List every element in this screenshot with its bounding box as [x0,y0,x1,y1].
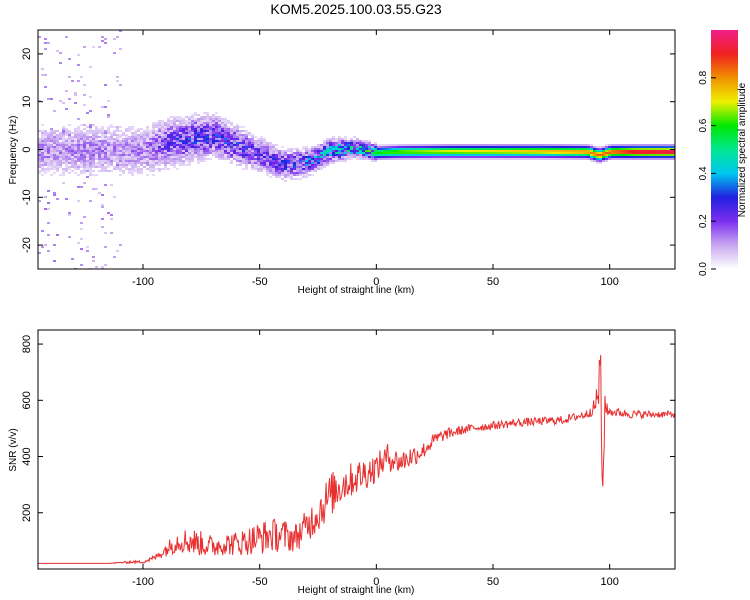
snr-y-axis: 200 400 600 800 [21,335,675,522]
colorbar-axis: 0.0 0.2 0.4 0.6 0.8 [698,70,716,276]
snr-x-axis-title: Height of straight line (km) [298,585,415,596]
colorbar-tick-label: 0.0 [698,262,709,276]
spectrogram-x-tick-label: -100 [132,276,154,288]
spectrogram-y-axis-title: Frequency (Hz) [8,116,19,185]
snr-x-axis: -100 -50 0 50 100 [132,330,619,588]
snr-x-tick-label: -50 [252,576,268,588]
spectrogram-heatmap [38,30,675,269]
snr-x-tick-label: 50 [487,576,499,588]
snr-y-tick-label: 400 [21,447,33,465]
spectrogram-x-tick-label: -50 [252,276,268,288]
colorbar-tick-label: 0.4 [698,166,709,180]
snr-frame [37,329,676,570]
snr-x-tick-label: 0 [373,576,379,588]
snr-y-axis-title: SNR (v/v) [8,428,19,471]
spectrogram-y-tick-label: -20 [21,237,33,253]
spectrogram-x-tick-label: 50 [487,276,499,288]
spectrogram-y-axis: -20 -10 0 10 20 [21,48,675,253]
spectrogram-x-axis: -100 -50 0 50 100 [132,30,619,288]
snr-y-tick-label: 800 [21,335,33,353]
snr-y-tick-label: 200 [21,504,33,522]
spectrogram-y-tick-label: 20 [21,48,33,60]
spectrogram-x-tick-label: 100 [600,276,618,288]
spectrogram-y-tick-label: 10 [21,96,33,108]
snr-plot-area [38,330,675,569]
snr-y-tick-label: 600 [21,391,33,409]
snr-x-tick-label: 100 [600,576,618,588]
snr-panel: -100 -50 0 50 100 200 400 600 800 Height of str… [8,329,676,596]
spectrogram-y-tick-label: -10 [21,189,33,205]
colorbar-tick-label: 0.6 [698,118,709,132]
spectrogram-x-tick-label: 0 [373,276,379,288]
spectrogram-x-axis-title: Height of straight line (km) [298,285,415,296]
spectrogram-y-tick-label: 0 [21,146,33,152]
chart-title: KOM5.2025.100.03.55.G23 [270,1,441,17]
colorbar-tick-label: 0.2 [698,214,709,228]
colorbar: 0.0 0.2 0.4 0.6 0.8 Normalized spectral ampl… [698,30,748,276]
colorbar-tick-label: 0.8 [698,70,709,84]
colorbar-gradient [711,30,738,269]
colorbar-title: Normalized spectral amplitude [737,82,748,217]
snr-x-tick-label: -100 [132,576,154,588]
snr-series-line [38,354,675,565]
